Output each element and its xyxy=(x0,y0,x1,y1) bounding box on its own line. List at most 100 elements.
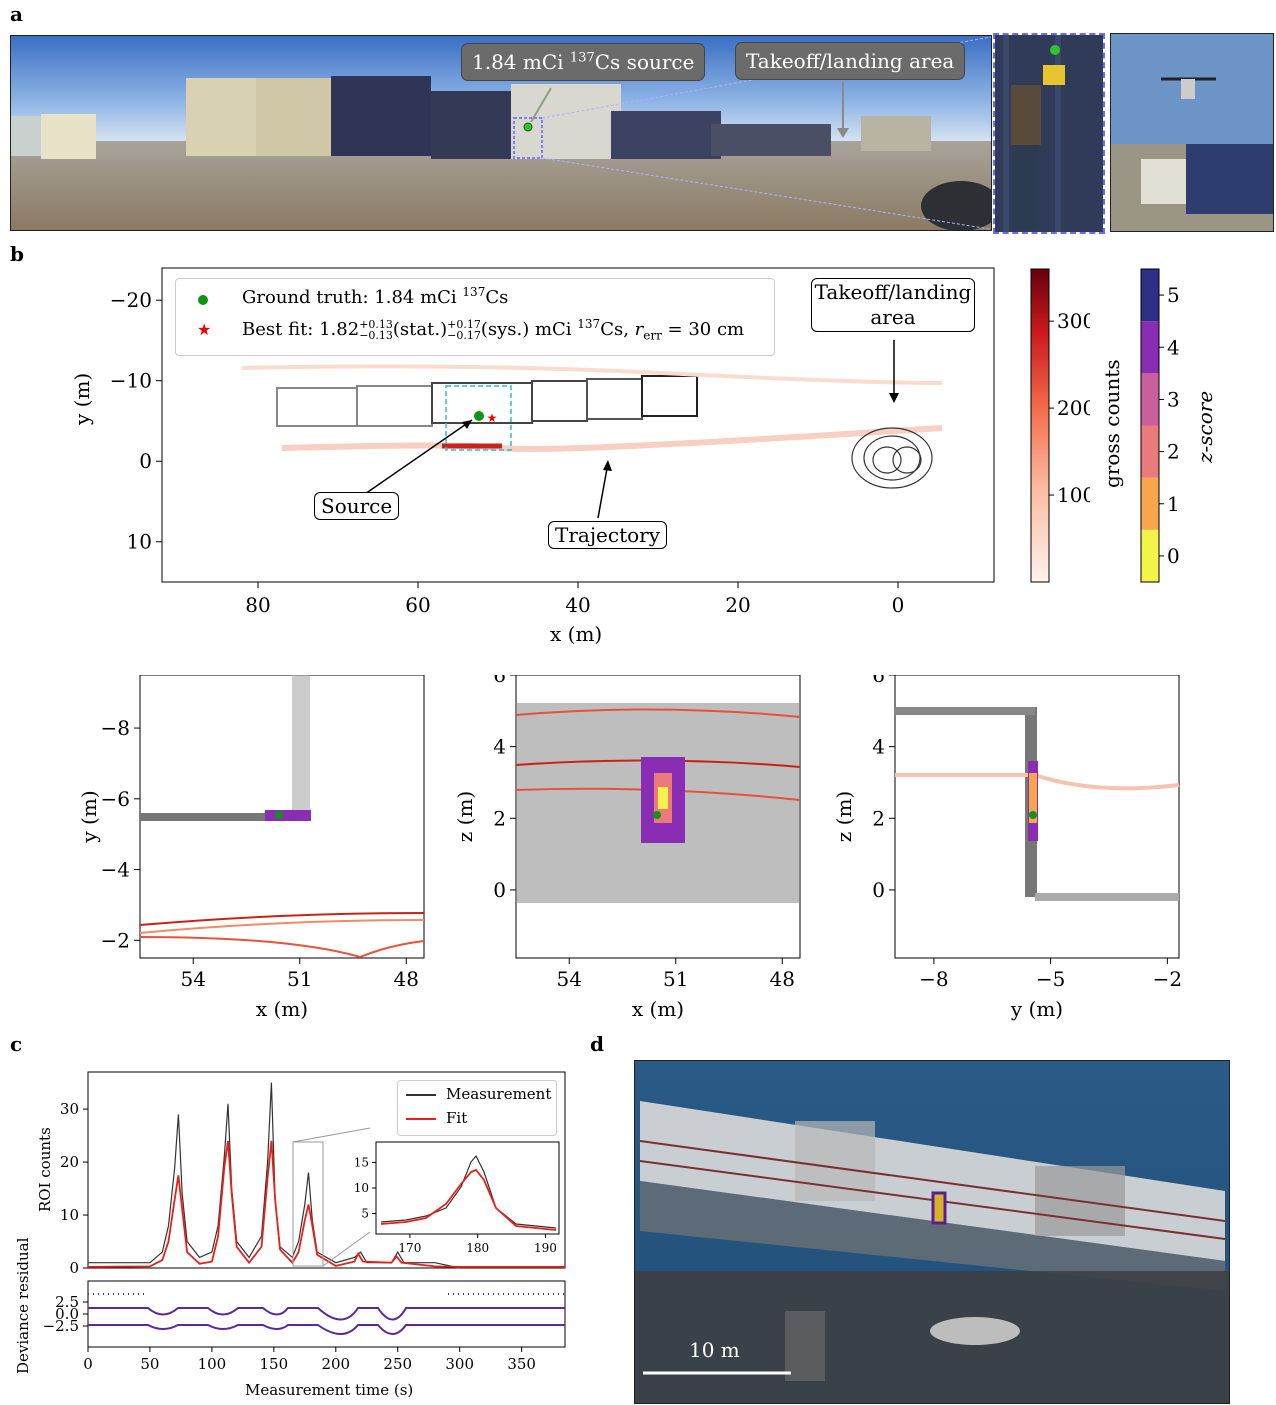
map-yticks: −20 −10 0 10 xyxy=(110,288,162,554)
zscore-tick-label: 1 xyxy=(1167,492,1180,516)
time-xtick-label: 150 xyxy=(260,1355,289,1373)
takeoff-annotation: Takeoff/landing area xyxy=(811,278,975,332)
ground-truth-marker xyxy=(1029,811,1037,819)
zoom-region-box xyxy=(292,1141,324,1267)
counts-colorbar-label: gross counts xyxy=(1100,359,1124,488)
roi-ytick-label: 10 xyxy=(60,1206,79,1224)
deviance-ylabel: Deviance residual xyxy=(14,1237,32,1374)
legend-best-fit: Best fit: 1.82+0.13 −0.13(stat.)+0.17 −0.1… xyxy=(242,317,745,343)
inset-ytick-label: 15 xyxy=(354,1155,369,1169)
zoom-xlabel: x (m) xyxy=(632,997,684,1021)
zoom-ytick-label: 0 xyxy=(493,878,506,902)
zscore-heatmap xyxy=(265,810,311,821)
map-xlabel: x (m) xyxy=(550,622,603,646)
ground-truth-marker xyxy=(474,411,484,421)
roi-counts-ylabel: ROI counts xyxy=(36,1127,54,1212)
zscore-tick-label: 3 xyxy=(1167,387,1180,411)
zoom-plot-2: 54 51 48 6 4 2 0 x (m) z (m) xyxy=(456,675,801,1021)
time-xtick-label: 50 xyxy=(140,1355,159,1373)
inset-ytick-label: 5 xyxy=(361,1207,369,1221)
zoom-plot-3: −8 −5 −2 6 4 2 0 y (m) z (m) xyxy=(835,675,1182,1021)
roi-ytick-label: 30 xyxy=(60,1100,79,1118)
zscore-colorbar: 5 4 3 2 1 0 xyxy=(1140,268,1180,583)
zoom-ytick-label: 0 xyxy=(872,878,885,902)
zoom-ylabel: y (m) xyxy=(80,790,101,843)
zscore-block xyxy=(1141,529,1159,582)
fit-series xyxy=(87,1140,565,1268)
legend-gt-icon xyxy=(198,295,208,305)
time-xtick-label: 300 xyxy=(445,1355,474,1373)
zoom-ytick-label: −6 xyxy=(101,787,130,811)
counts-tick-label: 300 xyxy=(1057,309,1090,333)
timeseries-legend: Measurement Fit xyxy=(397,1080,557,1136)
zscore-block xyxy=(1141,425,1159,478)
map-ytick-label: −10 xyxy=(110,369,152,393)
map-xticks: 80 60 40 20 0 xyxy=(245,582,904,617)
time-xtick-label: 0 xyxy=(83,1355,93,1373)
zoom-xtick-label: −2 xyxy=(1153,967,1182,991)
zoom-xtick-label: −5 xyxy=(1036,967,1065,991)
source-callout: 1.84 mCi 137Cs source xyxy=(461,43,706,81)
map-xtick-label: 60 xyxy=(405,593,430,617)
map-xtick-label: 40 xyxy=(565,593,590,617)
map-legend: Ground truth: 1.84 mCi 137Cs ★ Best fit:… xyxy=(175,278,775,356)
zoom-xtick-label: 54 xyxy=(181,967,206,991)
source-region-box xyxy=(445,385,512,451)
zscore-tick-label: 4 xyxy=(1167,335,1180,359)
residual-ytick-label: 0.0 xyxy=(55,1305,79,1323)
zscore-tick-label: 0 xyxy=(1167,544,1180,568)
ground-truth-marker xyxy=(275,811,283,819)
map-xtick-label: 0 xyxy=(892,593,905,617)
zoom-ylabel: z (m) xyxy=(456,791,477,842)
zoom-xlabel: x (m) xyxy=(256,997,308,1021)
ground-truth-marker xyxy=(653,811,661,819)
zscore-block xyxy=(1141,321,1159,374)
residual-ytick-label: −2.5 xyxy=(43,1317,79,1335)
residual-ytick-label: 2.5 xyxy=(55,1293,79,1311)
map-ytick-label: 10 xyxy=(127,530,152,554)
zscore-colorbar-label: z-score xyxy=(1193,390,1217,463)
legend-fit-line xyxy=(406,1118,436,1120)
zoom-xtick-label: 48 xyxy=(394,967,419,991)
zscore-block xyxy=(1141,373,1159,426)
zoom-ytick-label: 4 xyxy=(872,735,885,759)
residual-lower-band xyxy=(88,1324,565,1335)
measurement-series xyxy=(88,1082,565,1269)
trajectory-path xyxy=(281,425,943,452)
zoom-ytick-label: 2 xyxy=(872,806,885,830)
legend-ground-truth: Ground truth: 1.84 mCi 137Cs xyxy=(242,285,509,308)
panel-label-d: d xyxy=(590,1032,604,1056)
trajectory-upper xyxy=(241,364,943,385)
source-closeup-photo xyxy=(993,33,1105,234)
panel-label-b: b xyxy=(10,242,24,266)
panel-label-a: a xyxy=(10,2,23,26)
wall-cloud xyxy=(140,813,310,821)
inset-plot: 15 10 5 170 180 190 xyxy=(354,1141,560,1255)
zoom-ytick-label: −8 xyxy=(101,716,130,740)
zoom-xtick-label: 51 xyxy=(287,967,312,991)
source-annotation: Source xyxy=(314,492,400,520)
best-fit-marker: ★ xyxy=(487,411,498,425)
trajectory-annotation: Trajectory xyxy=(548,521,667,549)
zscore-tick-label: 5 xyxy=(1167,283,1180,307)
map-xtick-label: 20 xyxy=(725,593,750,617)
inset-xtick-label: 180 xyxy=(466,1241,489,1255)
map-ytick-label: 0 xyxy=(139,449,152,473)
panorama-photo xyxy=(10,35,992,231)
time-xtick-label: 200 xyxy=(321,1355,350,1373)
counts-tick-label: 200 xyxy=(1057,396,1090,420)
counts-colorbar: 300 200 100 xyxy=(1030,268,1090,583)
panorama-image xyxy=(11,36,991,230)
zoom-ytick-label: 2 xyxy=(493,806,506,830)
inset-xtick-label: 170 xyxy=(398,1241,421,1255)
zoom-xlabel: y (m) xyxy=(1010,997,1063,1021)
inset-xtick-label: 190 xyxy=(534,1241,557,1255)
legend-measurement-label: Measurement xyxy=(446,1085,552,1103)
zoom-ylabel: z (m) xyxy=(835,791,856,842)
legend-measurement-line xyxy=(406,1094,436,1096)
zoom-ytick-label: 6 xyxy=(872,675,885,687)
wall-cloud xyxy=(895,707,1035,715)
zoom-xtick-label: 51 xyxy=(663,967,688,991)
time-xtick-label: 250 xyxy=(383,1355,412,1373)
wall-cloud xyxy=(292,675,310,821)
